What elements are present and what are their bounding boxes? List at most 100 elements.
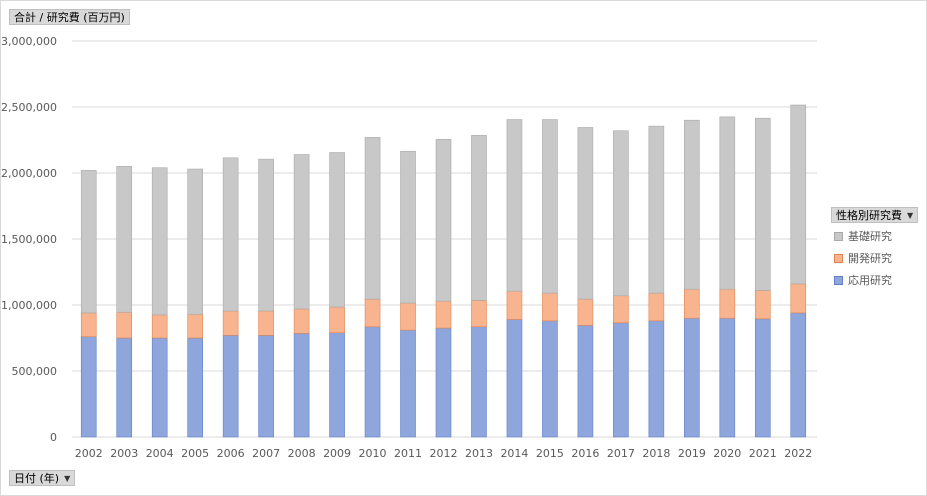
x-tick-label: 2002 [75, 447, 103, 460]
x-tick-label: 2008 [288, 447, 316, 460]
bar-segment-development [187, 313, 203, 339]
bar-segment-basic [471, 135, 487, 301]
x-tick-label: 2019 [678, 447, 706, 460]
bar-segment-applied [435, 327, 452, 438]
legend-swatch-applied [834, 275, 843, 285]
x-tick-label: 2011 [394, 447, 422, 460]
x-tick-label: 2016 [571, 447, 599, 460]
bar-segment-applied [790, 312, 807, 438]
axis-field-button[interactable]: 日付 (年) ▼ [9, 470, 76, 486]
x-tick-label: 2012 [430, 447, 458, 460]
x-tick-label: 2004 [146, 447, 174, 460]
bar-segment-development [577, 298, 594, 326]
bar-segment-basic [435, 139, 452, 302]
x-tick-label: 2021 [749, 447, 777, 460]
bar-segment-development [329, 306, 345, 334]
x-tick-label: 2015 [536, 447, 564, 460]
bar-segment-basic [187, 168, 203, 315]
bar-segment-basic [648, 125, 665, 294]
legend-label-basic: 基礎研究 [848, 230, 892, 243]
bar-segment-applied [577, 325, 594, 438]
chevron-down-icon: ▼ [907, 210, 914, 220]
y-tick-label: 1,500,000 [1, 233, 57, 246]
x-tick-label: 2009 [323, 447, 351, 460]
bar-segment-development [222, 310, 239, 336]
x-tick-label: 2022 [784, 447, 812, 460]
x-tick-label: 2003 [110, 447, 138, 460]
bar-segment-development [506, 290, 523, 320]
legend-label-development: 開発研究 [848, 252, 892, 265]
bar-segment-applied [400, 329, 416, 438]
legend-item-development[interactable]: 開発研究 [834, 250, 892, 266]
value-field-label: 合計 / 研究費 (百万円) [14, 11, 125, 24]
bar-segment-applied [222, 335, 239, 438]
x-tick-label: 2013 [465, 447, 493, 460]
bar-segment-development [435, 300, 452, 329]
x-tick-label: 2010 [359, 447, 387, 460]
bar-segment-basic [151, 167, 168, 316]
bar-segment-development [684, 288, 700, 319]
bar-segment-basic [329, 152, 345, 308]
y-tick-label: 2,000,000 [1, 167, 57, 180]
bar-segment-development [80, 312, 97, 337]
bar-segment-applied [187, 337, 203, 438]
bar-segment-applied [364, 326, 381, 438]
bar-segment-development [151, 314, 168, 339]
bar-segment-applied [754, 318, 771, 438]
bar-segment-basic [577, 127, 594, 300]
bar-segment-applied [719, 317, 736, 438]
legend-field-button[interactable]: 性格別研究費 ▼ [831, 207, 919, 223]
bar-segment-basic [80, 170, 97, 314]
legend-item-applied[interactable]: 応用研究 [834, 272, 892, 288]
bar-segment-basic [684, 119, 700, 290]
bar-segment-development [754, 290, 771, 320]
x-tick-label: 2017 [607, 447, 635, 460]
y-tick-label: 3,000,000 [1, 35, 57, 48]
x-tick-label: 2007 [252, 447, 280, 460]
legend-swatch-development [834, 253, 843, 263]
y-tick-label: 500,000 [12, 365, 58, 378]
bar-segment-development [790, 283, 807, 314]
bar-segment-basic [754, 117, 771, 291]
legend-swatch-basic [834, 231, 843, 241]
legend-item-basic[interactable]: 基礎研究 [834, 228, 892, 244]
bar-segment-basic [506, 119, 523, 292]
value-field-button[interactable]: 合計 / 研究費 (百万円) [9, 9, 130, 25]
bar-segment-basic [719, 116, 736, 290]
bar-segment-basic [293, 154, 310, 310]
bar-segment-development [648, 292, 665, 322]
bar-segment-applied [258, 335, 274, 438]
bar-segment-development [116, 311, 133, 339]
chevron-down-icon: ▼ [64, 473, 71, 483]
legend-label-applied: 応用研究 [848, 274, 892, 287]
bar-segment-applied [471, 326, 487, 438]
axis-field-label: 日付 (年) [14, 472, 60, 485]
x-tick-label: 2014 [500, 447, 528, 460]
legend-field-label: 性格別研究費 [836, 209, 902, 222]
y-tick-label: 0 [50, 431, 57, 444]
bar-segment-basic [400, 150, 416, 304]
bar-segment-development [400, 302, 416, 331]
bar-segment-development [471, 300, 487, 328]
bar-segment-applied [151, 337, 168, 438]
bar-segment-applied [613, 322, 629, 438]
bar-segment-basic [364, 137, 381, 300]
x-tick-label: 2006 [217, 447, 245, 460]
x-tick-label: 2018 [642, 447, 670, 460]
x-tick-label: 2020 [713, 447, 741, 460]
y-tick-label: 2,500,000 [1, 101, 57, 114]
y-tick-label: 1,000,000 [1, 299, 57, 312]
bar-segment-applied [506, 319, 523, 438]
bar-segment-development [364, 298, 381, 328]
x-tick-label: 2005 [181, 447, 209, 460]
bar-segment-development [293, 308, 310, 334]
bar-segment-basic [790, 104, 807, 285]
bar-segment-applied [80, 336, 97, 438]
bar-segment-development [719, 288, 736, 319]
bar-segment-basic [542, 119, 558, 294]
bar-segment-basic [613, 130, 629, 297]
bar-segment-applied [293, 333, 310, 438]
bar-segment-applied [329, 332, 345, 438]
bar-segment-applied [116, 337, 133, 438]
